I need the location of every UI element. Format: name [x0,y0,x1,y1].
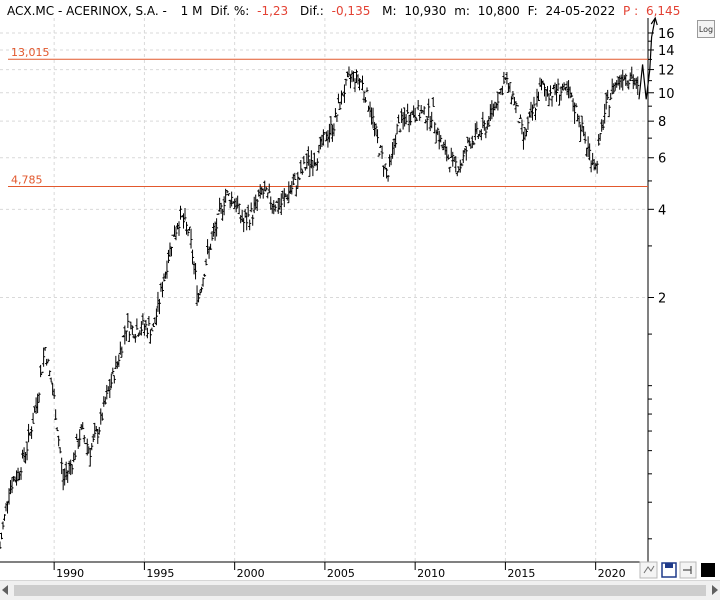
max-label: M: [382,4,396,18]
dif-pct-value: -1,23 [257,4,288,18]
x-tick-label: 2015 [507,567,535,580]
hline-label: 13,015 [11,46,50,59]
horizontal-scrollbar[interactable] [0,580,720,600]
dif-pct-label: Dif. %: [210,4,249,18]
grid [0,18,648,562]
projection-line [638,16,658,100]
y-tick-label: 12 [658,64,675,79]
y-tick-label: 2 [658,291,666,306]
log-scale-button[interactable]: Log [697,20,715,38]
period-label: 1 M [181,4,203,18]
scrollbar-thumb[interactable] [14,585,706,596]
wave-icon [643,565,655,574]
horizontal-lines: 13,015 4,785 [8,46,648,188]
dif-label: Dif.: [300,4,324,18]
x-tick-label: 2020 [598,567,626,580]
max-value: 10,930 [404,4,446,18]
y-tick-label: 4 [658,203,666,218]
min-label: m: [454,4,470,18]
y-tick-label: 14 [658,44,675,59]
x-tick-label: 2010 [417,567,445,580]
y-tick-label: 16 [658,27,675,42]
date-label: F: [528,4,538,18]
x-tick-label: 1995 [146,567,174,580]
min-value: 10,800 [478,4,520,18]
x-tick-label: 2000 [237,567,265,580]
x-tick-label: 2005 [327,567,355,580]
projection-arrow-icon [650,16,658,26]
p-label: P : [623,4,638,18]
price-bars [0,66,640,550]
x-tick-label: 1990 [56,567,84,580]
symbol-label: ACX.MC - ACERINOX, S.A. - [7,4,167,18]
scroll-right-arrow-icon[interactable] [712,585,718,595]
color-square-icon[interactable] [701,563,715,577]
dif-value: -0,135 [332,4,371,18]
p-value: 6,145 [646,4,680,18]
toolbar [639,561,715,579]
chart-header: ACX.MC - ACERINOX, S.A. - 1 M Dif. %: -1… [7,4,680,18]
projection-line-path [638,17,656,100]
date-value: 24-05-2022 [545,4,615,18]
pin-icon-glyph [683,566,692,574]
scroll-left-arrow-icon[interactable] [2,585,8,595]
y-tick-label: 10 [658,87,675,102]
hline-label: 4,785 [11,174,43,187]
y-tick-label: 8 [658,115,666,130]
x-axis: 1990 1995 2000 2005 2010 2015 2020 [53,562,626,580]
y-axis: 2 4 6 8 10 12 14 16 [648,27,675,540]
save-icon-shutter [665,563,673,568]
zoom-icon[interactable] [639,561,658,579]
y-tick-label: 6 [658,152,666,167]
